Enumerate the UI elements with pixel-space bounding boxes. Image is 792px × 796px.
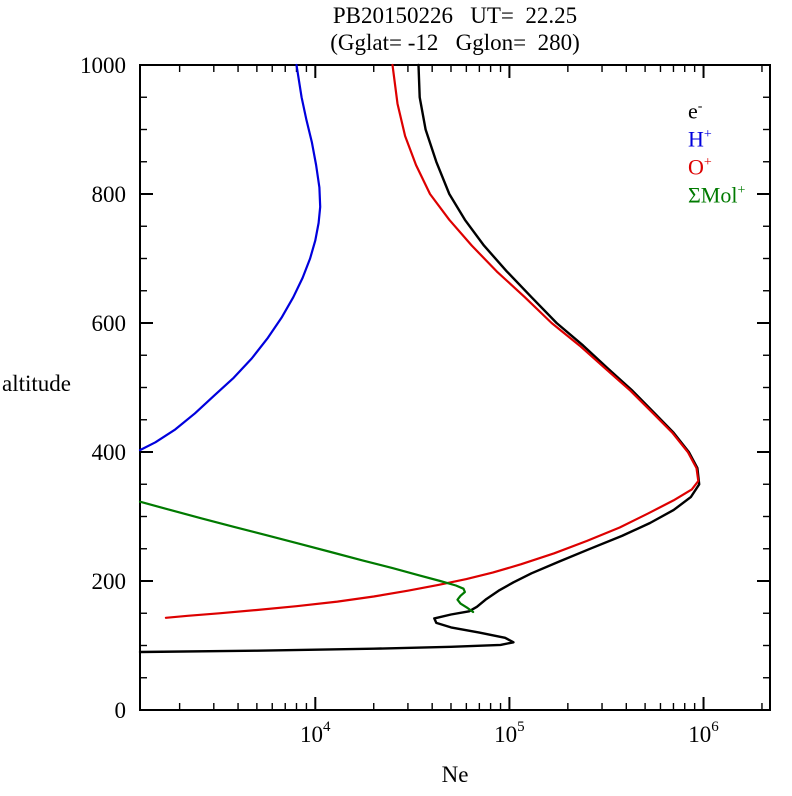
x-tick-label: 106 [688, 719, 719, 747]
title-block: PB20150226 UT= 22.25 (Gglat= -12 Gglon= … [140, 2, 770, 56]
legend-sup-molecular: + [737, 183, 746, 198]
legend-label-hydrogen: H [688, 126, 704, 152]
y-tick-label: 1000 [80, 53, 126, 78]
electron-curve [138, 63, 701, 654]
legend-sup-hydrogen: + [703, 127, 712, 142]
x-axis-label: Ne [441, 762, 469, 787]
oxygen-curve [164, 63, 700, 619]
y-tick-label: 600 [92, 311, 127, 336]
legend-label-electron: e [688, 98, 698, 124]
legend-entry-electron: e- [688, 93, 745, 124]
legend-entry-oxygen: O+ [688, 149, 745, 180]
y-axis-label: altitude [2, 371, 71, 396]
x-tick-label: 104 [300, 719, 331, 747]
legend-sup-electron: - [697, 99, 703, 114]
legend: e- H+ O+ ΣMol+ [688, 93, 746, 208]
molecular-curve [138, 500, 475, 614]
legend-entry-molecular: ΣMol+ [688, 177, 746, 208]
y-tick-label: 0 [115, 698, 127, 723]
legend-entry-hydrogen: H+ [688, 121, 745, 152]
x-tick-label: 105 [494, 719, 525, 747]
plot-frame [139, 64, 771, 711]
y-tick-label: 800 [92, 182, 127, 207]
y-tick-label: 200 [92, 569, 127, 594]
legend-label-molecular: ΣMol [688, 182, 738, 208]
y-tick-label: 400 [92, 440, 127, 465]
chart-subtitle: (Gglat= -12 Gglon= 280) [330, 30, 580, 55]
hydrogen-curve [138, 63, 322, 452]
legend-sup-oxygen: + [703, 155, 712, 170]
legend-label-oxygen: O [688, 154, 704, 180]
chart-title: PB20150226 UT= 22.25 [332, 3, 578, 28]
